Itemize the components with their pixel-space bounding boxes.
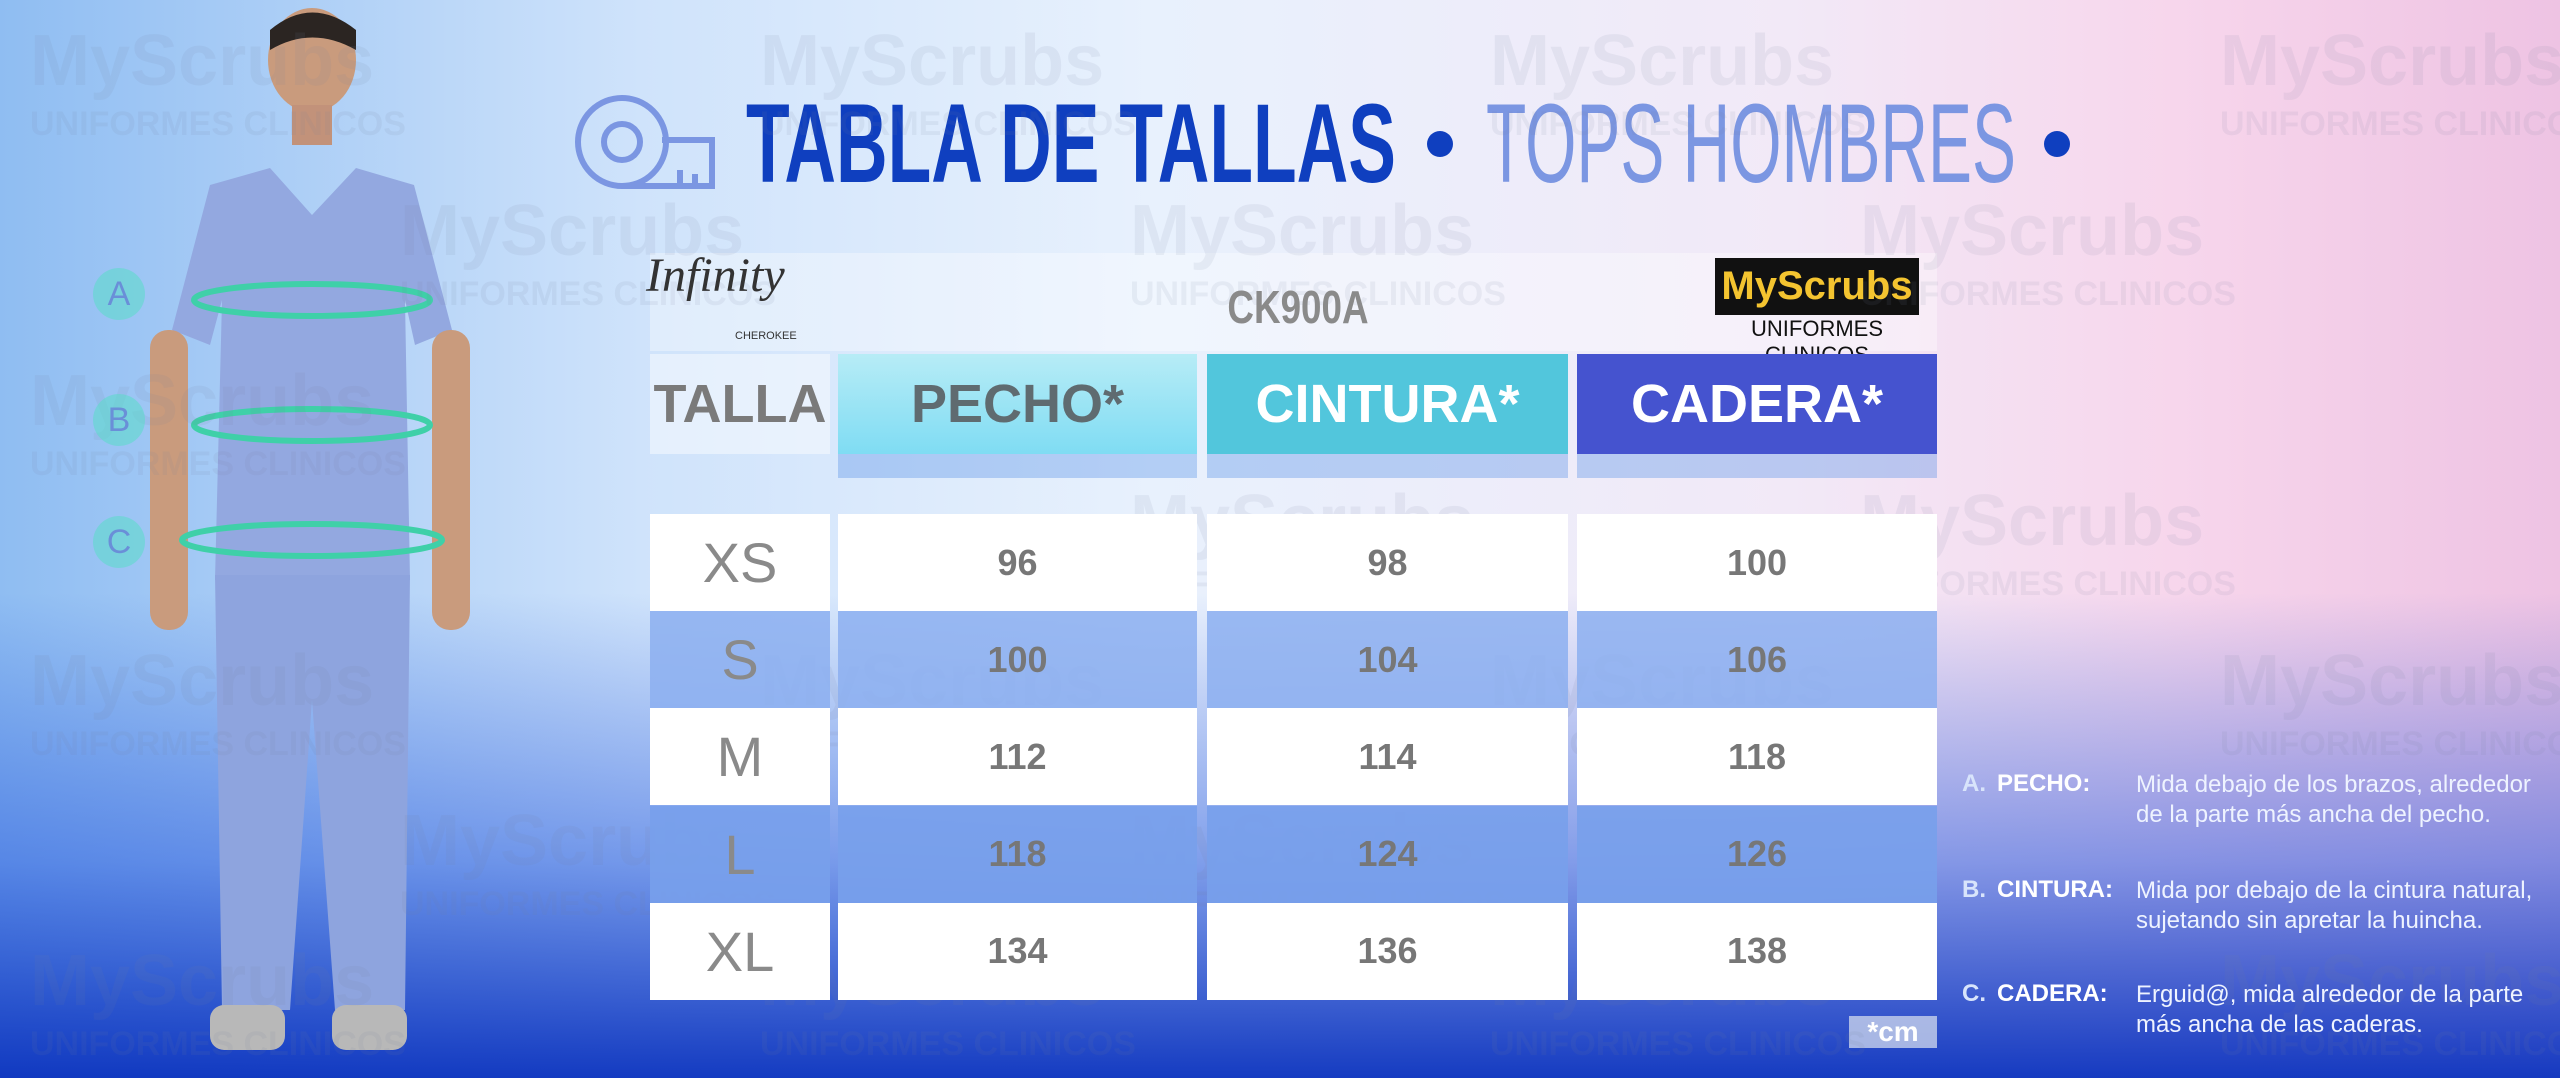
measure-cell: 136 [1207, 902, 1568, 1000]
header-strip [838, 454, 1197, 478]
watermark: MyScrubs [30, 21, 375, 101]
watermark: MyScrubs [1860, 191, 2205, 271]
legend-label: PECHO: [1997, 770, 2091, 797]
measure-cell: 100 [1577, 514, 1937, 611]
note-box [1849, 1016, 1937, 1048]
size-cell: M [650, 708, 830, 806]
legend-text: Erguid@, mida alrededor de la parte más … [2136, 981, 2524, 1038]
watermark: MyScrubs [1130, 191, 1475, 271]
measure-cell: 100 [838, 611, 1197, 709]
subtitle: TOPS HOMBRES [1486, 81, 2016, 206]
watermark-sub: UNIFORMES CLINICOS [1860, 275, 2236, 313]
measure-cell: 98 [1207, 514, 1568, 611]
legend-label: CINTURA: [1997, 876, 2113, 903]
watermark-sub: UNIFORMES CLINICOS [30, 445, 406, 483]
measure-cell: 118 [838, 805, 1197, 903]
watermark-sub: UNIFORMES CLINICOS [30, 1025, 406, 1063]
legend-key: B. [1962, 876, 1986, 903]
watermark: MyScrubs [400, 191, 745, 271]
column-header: CADERA* [1577, 354, 1937, 454]
logo-box [1715, 258, 1919, 315]
watermark-sub: UNIFORMES CLINICOS [400, 275, 776, 313]
logo: MyScrubs [1721, 264, 1913, 308]
watermark-sub: UNIFORMES CLINICOS [30, 105, 406, 143]
model: CK900A [1227, 281, 1369, 333]
watermark: MyScrubs [760, 21, 1105, 101]
watermark-sub: UNIFORMES CLINICOS [760, 105, 1136, 143]
brand-maker: CHEROKEE [735, 330, 797, 342]
watermark: MyScrubs [2220, 941, 2560, 1021]
legend-text: Mida por debajo de la cintura natural, s… [2136, 877, 2533, 934]
marker: A [93, 268, 145, 320]
watermark: MyScrubs [2220, 641, 2560, 721]
watermark: MyScrubs [1490, 21, 1835, 101]
marker: B [93, 394, 145, 446]
measure-arrows [179, 281, 445, 559]
title: TABLA DE TALLAS [746, 81, 1396, 206]
bullet [2044, 131, 2070, 157]
measure-cell: 96 [838, 514, 1197, 611]
watermark-sub: UNIFORMES CLINICOS [2220, 725, 2560, 763]
legend-label: CADERA: [1997, 980, 2108, 1007]
watermark: MyScrubs [2220, 21, 2560, 101]
watermark-sub: UNIFORMES CLINICOS [2220, 1025, 2560, 1063]
measure-cell: 112 [838, 708, 1197, 806]
size-cell: XL [650, 902, 830, 1000]
size-cell: XS [650, 514, 830, 611]
measure-cell: 134 [838, 902, 1197, 1000]
watermark-sub: UNIFORMES CLINICOS [1490, 105, 1866, 143]
legend-key: A. [1962, 770, 1986, 797]
brand-line: Infinity [646, 249, 785, 302]
watermark-sub: UNIFORMES CLINICOS [30, 725, 406, 763]
watermark: MyScrubs [30, 361, 375, 441]
watermark-sub: UNIFORMES CLINICOS [1130, 275, 1506, 313]
measure-cell: 104 [1207, 611, 1568, 709]
model-figure [150, 8, 470, 1050]
bullet [1427, 131, 1453, 157]
size-cell: L [650, 805, 830, 903]
measure-cell: 124 [1207, 805, 1568, 903]
header-strip [1207, 454, 1568, 478]
column-header: PECHO* [838, 354, 1197, 454]
measure-cell: 114 [1207, 708, 1568, 806]
column-header: TALLA [650, 354, 830, 454]
header-strip [1577, 454, 1937, 478]
measure-cell: 138 [1577, 902, 1937, 1000]
watermark: MyScrubs [30, 941, 375, 1021]
watermark: MyScrubs [30, 641, 375, 721]
measure-cell: 118 [1577, 708, 1937, 806]
size-cell: S [650, 611, 830, 709]
measure-cell: 126 [1577, 805, 1937, 903]
legend-key: C. [1962, 980, 1986, 1007]
watermark-sub: UNIFORMES CLINICOS [760, 1025, 1136, 1063]
watermark-sub: UNIFORMES CLINICOS [2220, 105, 2560, 143]
watermark-sub: UNIFORMES CLINICOS [1490, 1025, 1866, 1063]
marker: C [93, 516, 145, 568]
tape-icon [575, 95, 715, 189]
column-header: CINTURA* [1207, 354, 1568, 454]
measure-cell: 106 [1577, 611, 1937, 709]
legend-text: Mida debajo de los brazos, alrededor de … [2136, 771, 2531, 828]
unit-note: *cm [1867, 1016, 1919, 1047]
